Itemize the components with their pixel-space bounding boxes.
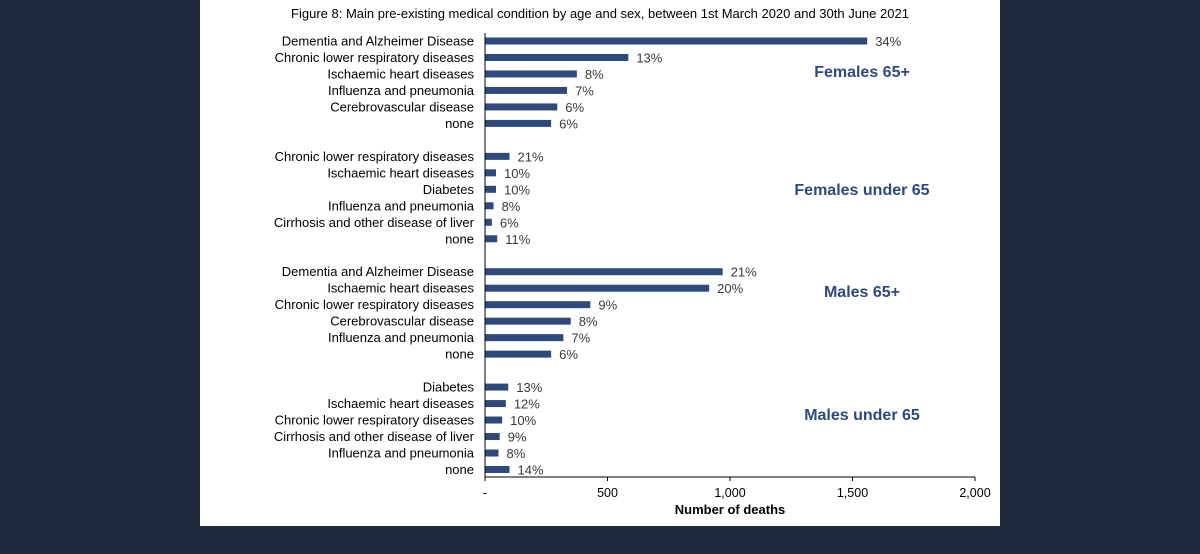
bar	[485, 449, 499, 457]
category-label: Dementia and Alzheimer Disease	[282, 264, 474, 279]
data-label: 8%	[585, 67, 604, 82]
data-label: 6%	[559, 347, 578, 362]
category-label: none	[445, 116, 474, 131]
bar	[485, 119, 552, 127]
bar	[485, 465, 510, 473]
data-label: 7%	[571, 331, 590, 346]
category-label: Influenza and pneumonia	[328, 446, 475, 461]
group-label: Females 65+	[814, 64, 910, 81]
data-label: 8%	[502, 199, 521, 214]
category-label: none	[445, 347, 474, 362]
category-label: Chronic lower respiratory diseases	[275, 50, 475, 65]
category-label: Diabetes	[423, 182, 475, 197]
category-label: Cerebrovascular disease	[330, 99, 474, 114]
category-label: Influenza and pneumonia	[328, 330, 475, 345]
data-label: 12%	[514, 397, 540, 412]
x-tick-label: 1,000	[714, 486, 745, 500]
bar	[485, 218, 492, 226]
data-label: 21%	[518, 149, 544, 164]
bar	[485, 185, 497, 193]
data-label: 9%	[598, 298, 617, 313]
bar	[485, 202, 494, 210]
x-tick-label: -	[483, 486, 487, 500]
data-label: 10%	[510, 413, 536, 428]
bar	[485, 416, 503, 424]
bar	[485, 317, 571, 325]
bar	[485, 334, 564, 342]
data-label: 13%	[636, 50, 662, 65]
group-label: Males under 65	[804, 407, 920, 424]
data-label: 11%	[505, 232, 530, 247]
data-label: 20%	[717, 281, 743, 296]
data-label: 21%	[731, 265, 757, 280]
category-label: Dementia and Alzheimer Disease	[282, 34, 474, 49]
bar	[485, 350, 552, 358]
category-label: Influenza and pneumonia	[328, 198, 475, 213]
category-label: Ischaemic heart diseases	[327, 396, 474, 411]
data-label: 6%	[565, 100, 584, 115]
bar	[485, 53, 629, 61]
chart-panel	[200, 0, 1000, 526]
category-label: Chronic lower respiratory diseases	[275, 297, 475, 312]
bar	[485, 235, 498, 243]
bar	[485, 70, 577, 78]
data-label: 7%	[575, 83, 594, 98]
data-label: 8%	[506, 446, 525, 461]
data-label: 10%	[504, 182, 530, 197]
bar	[485, 103, 558, 111]
chart-title: Figure 8: Main pre-existing medical cond…	[291, 6, 909, 21]
data-label: 14%	[518, 462, 544, 477]
category-label: Ischaemic heart diseases	[327, 281, 474, 296]
bar	[485, 433, 500, 441]
category-label: Ischaemic heart diseases	[327, 66, 474, 81]
bar	[485, 37, 868, 45]
data-label: 13%	[516, 380, 542, 395]
category-label: Influenza and pneumonia	[328, 83, 475, 98]
data-label: 9%	[508, 430, 527, 445]
category-label: Cirrhosis and other disease of liver	[274, 429, 475, 444]
category-label: Ischaemic heart diseases	[327, 165, 474, 180]
category-label: Cerebrovascular disease	[330, 314, 474, 329]
category-label: Diabetes	[423, 380, 475, 395]
category-label: Cirrhosis and other disease of liver	[274, 215, 475, 230]
data-label: 6%	[559, 116, 578, 131]
data-label: 10%	[504, 166, 530, 181]
data-label: 6%	[500, 215, 519, 230]
category-label: none	[445, 231, 474, 246]
bar	[485, 301, 591, 309]
bar	[485, 268, 723, 276]
bar	[485, 284, 710, 292]
x-tick-label: 1,500	[837, 486, 868, 500]
group-label: Females under 65	[794, 182, 929, 199]
bar	[485, 383, 509, 391]
bar	[485, 169, 497, 177]
bar	[485, 152, 510, 160]
bar	[485, 400, 506, 408]
group-label: Males 65+	[824, 284, 900, 301]
category-label: none	[445, 462, 474, 477]
plot-area: Dementia and Alzheimer Disease 34% Chronic…	[274, 33, 991, 500]
bar	[485, 86, 568, 94]
category-label: Chronic lower respiratory diseases	[275, 149, 475, 164]
x-tick-label: 2,000	[959, 486, 990, 500]
category-label: Chronic lower respiratory diseases	[275, 413, 475, 428]
x-axis-title: Number of deaths	[675, 502, 786, 517]
x-tick-label: 500	[597, 486, 618, 500]
data-label: 34%	[875, 34, 901, 49]
data-label: 8%	[579, 314, 598, 329]
